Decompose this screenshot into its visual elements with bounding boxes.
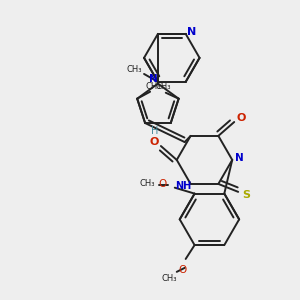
Text: N: N bbox=[148, 74, 157, 84]
Text: O: O bbox=[178, 265, 187, 275]
Text: S: S bbox=[242, 190, 250, 200]
Text: CH₃: CH₃ bbox=[126, 65, 142, 74]
Text: H: H bbox=[151, 126, 159, 136]
Text: CH₃: CH₃ bbox=[145, 82, 160, 91]
Text: O: O bbox=[149, 137, 159, 147]
Text: CH₃: CH₃ bbox=[161, 274, 177, 283]
Text: N: N bbox=[235, 153, 244, 163]
Text: N: N bbox=[187, 27, 196, 37]
Text: O: O bbox=[236, 113, 246, 123]
Text: CH₃: CH₃ bbox=[139, 179, 155, 188]
Text: O: O bbox=[159, 179, 167, 189]
Text: NH: NH bbox=[176, 181, 192, 191]
Text: CH₃: CH₃ bbox=[155, 82, 171, 91]
